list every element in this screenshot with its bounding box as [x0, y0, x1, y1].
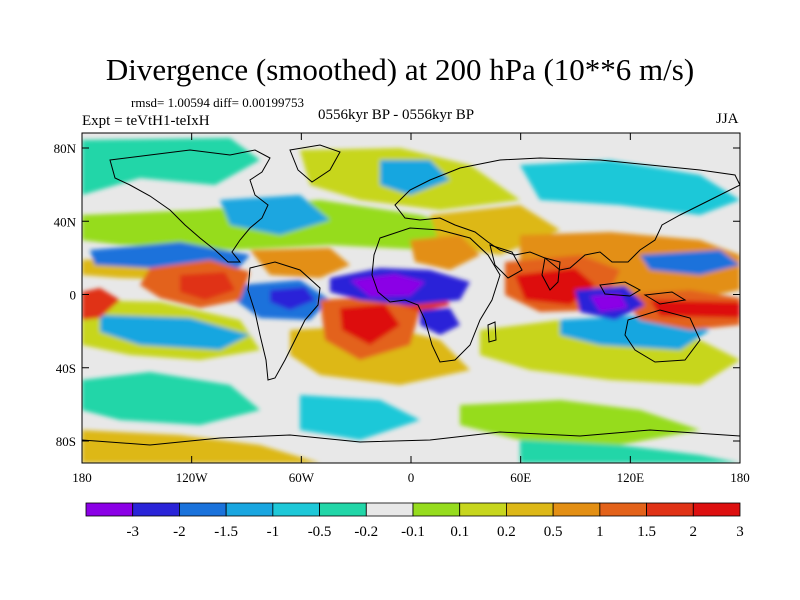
y-tick-label: 0 — [70, 288, 77, 303]
y-axis: 80N 40N 0 40S 80S — [54, 141, 740, 449]
y-tick-label: 40N — [54, 214, 77, 229]
colorbar-label: 0.2 — [497, 524, 516, 540]
x-tick-label: 0 — [408, 470, 415, 485]
colorbar-label: 2 — [690, 524, 698, 540]
colorbar-segment — [552, 502, 601, 517]
x-tick-label: 180 — [72, 470, 92, 485]
colorbar-segment — [319, 502, 367, 517]
y-tick-label: 80S — [56, 434, 76, 449]
colorbar-label: -2 — [173, 524, 186, 540]
colorbar-label: -0.2 — [354, 524, 378, 540]
colorbar-label: -1.5 — [214, 524, 238, 540]
colorbar-segment — [132, 502, 180, 517]
y-tick-label: 40S — [56, 361, 76, 376]
colorbar-segment — [85, 502, 134, 517]
stats-label: rmsd= 1.00594 diff= 0.00199753 — [131, 95, 304, 110]
colorbar-segment — [599, 502, 647, 517]
season-label: JJA — [716, 111, 739, 127]
x-tick-label: 60W — [289, 470, 315, 485]
y-tick-label: 80N — [54, 141, 77, 156]
colorbar-segment — [225, 502, 274, 517]
x-tick-label: 60E — [510, 470, 531, 485]
colorbar-segment — [412, 502, 461, 517]
contour-field — [82, 133, 740, 463]
colorbar-label: 0.5 — [544, 524, 563, 540]
colorbar-segment — [692, 502, 741, 517]
colorbar-segment — [272, 502, 320, 517]
period-label: 0556kyr BP - 0556kyr BP — [318, 107, 475, 123]
colorbar-label: 3 — [736, 524, 744, 540]
x-tick-label: 120W — [176, 470, 209, 485]
figure-title: Divergence (smoothed) at 200 hPa (10**6 … — [105, 52, 695, 87]
colorbar-label: -1 — [267, 524, 280, 540]
x-tick-label: 180 — [730, 470, 750, 485]
colorbar-label: 0.1 — [450, 524, 469, 540]
colorbar-segment — [646, 502, 694, 517]
colorbar-segment — [506, 502, 554, 517]
x-axis: 180 120W 60W 0 60E 120E 180 — [72, 133, 750, 485]
colorbar-label: -0.1 — [401, 524, 425, 540]
colorbar-label: 1.5 — [637, 524, 656, 540]
colorbar-label: 1 — [596, 524, 604, 540]
coastlines — [82, 144, 740, 446]
colorbar-label: -0.5 — [308, 524, 332, 540]
colorbar-segment — [459, 502, 507, 517]
colorbar-segment — [365, 502, 414, 517]
colorbar-label: -3 — [126, 524, 139, 540]
colorbar: -3 -2 -1.5 -1 -0.5 -0.2 -0.1 0.1 0.2 0.5 1 1.5 2 3 — [85, 502, 744, 540]
x-tick-label: 120E — [617, 470, 645, 485]
experiment-label: Expt = teVtH1-teIxH — [82, 113, 210, 129]
colorbar-segment — [179, 502, 227, 517]
